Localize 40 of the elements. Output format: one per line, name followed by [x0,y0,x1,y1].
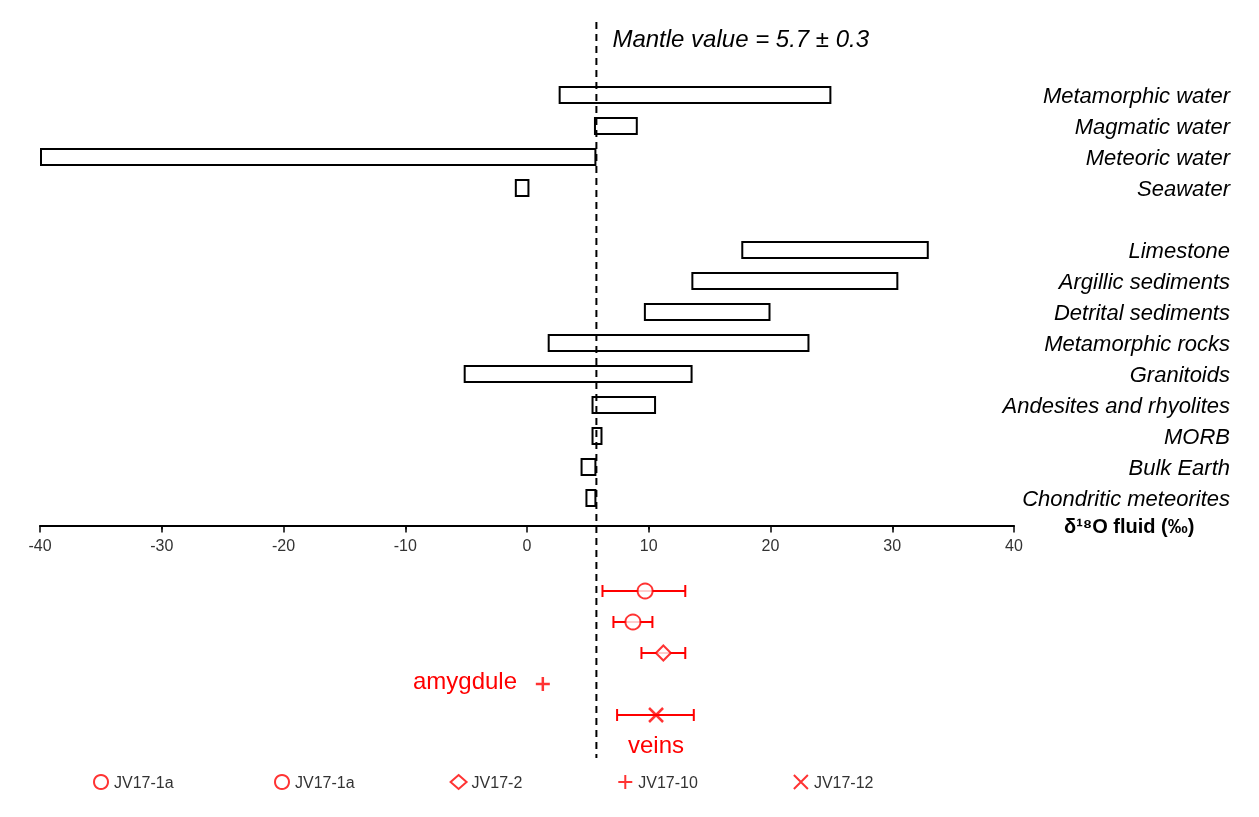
ref-line-label: Mantle value = 5.7 ± 0.3 [612,24,870,52]
y-tick-label: Argillic sediments [1056,268,1230,294]
y-tick-label: Bulk Earth [1128,454,1230,480]
y-tick-label: Chondritic meteorites [1022,485,1230,511]
x-tick-label: 30 [883,537,902,554]
x-tick-label: -40 [28,537,52,554]
point [647,706,665,724]
y-tick-label: Andesites and rhyolites [1000,392,1230,418]
annotation: amygdule [412,666,517,694]
x-tick-label: -20 [271,537,296,554]
y-tick-label: Seawater [1137,175,1232,201]
legend-label: JV17-12 [813,773,874,791]
y-tick-label: Granitoids [1129,361,1230,387]
x-tick-label: -10 [393,537,417,554]
legend-label: JV17-10 [638,773,698,791]
legend-label: JV17-1a [295,773,355,791]
y-tick-label: Detrital sediments [1053,299,1230,325]
y-tick-label: Metamorphic water [1042,82,1232,108]
x-tick-label: 10 [639,537,658,554]
y-tick-label: Magmatic water [1074,113,1232,139]
x-tick-label: 20 [761,537,780,554]
bar [741,241,929,259]
y-tick-label: Meteoric water [1085,144,1232,170]
point [534,675,552,693]
point [636,582,654,600]
y-tick-label: Metamorphic rocks [1044,330,1230,356]
legend-label: JV17-2 [471,773,523,791]
point [624,613,642,631]
bar [691,272,899,290]
x-axis-title: δ¹⁸O fluid (‰) [1064,514,1195,537]
point [654,644,672,662]
x-tick-label: 0 [522,537,532,554]
x-tick-label: 40 [1005,537,1023,554]
legend-label: JV17-1a [114,773,174,791]
y-tick-label: MORB [1164,423,1230,449]
text: veins [627,730,685,758]
bar [514,179,530,197]
y-tick-label: Limestone [1128,237,1230,263]
x-tick-label: -30 [150,537,174,554]
bar [643,303,771,321]
